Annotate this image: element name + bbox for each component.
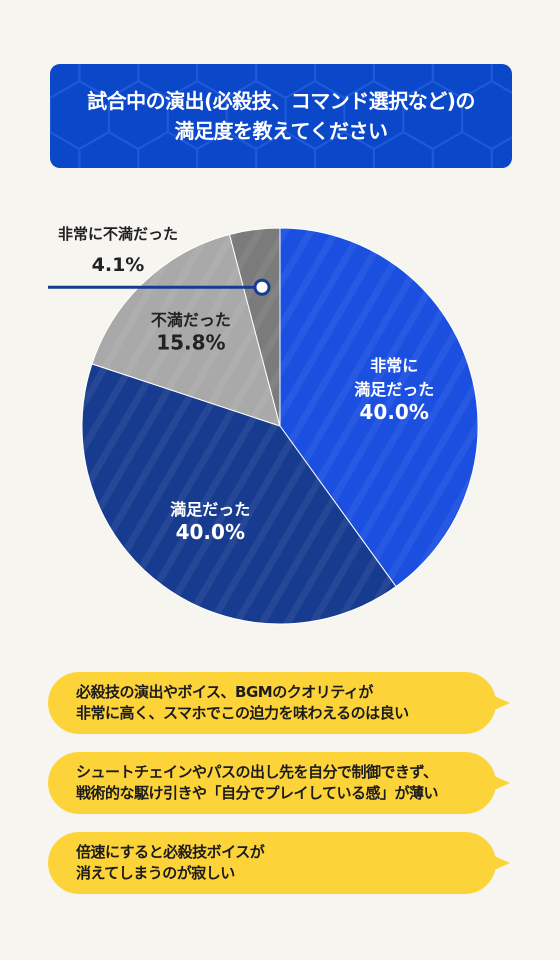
comment-bubble-1: 必殺技の演出やボイス、BGMのクオリティが 非常に高く、スマホでこの迫力を味わえ… <box>48 672 510 734</box>
comment-2-line-1: シュートチェインやパスの出し先を自分で制御できず、 <box>76 763 438 781</box>
comment-bubble-2: シュートチェインやパスの出し先を自分で制御できず、 戦術的な駆け引きや「自分でプ… <box>48 752 510 814</box>
chart-title: 試合中の演出(必殺技、コマンド選択など)の 満足度を教えてください <box>50 86 512 146</box>
pie-chart: 非常に満足だった40.0%満足だった40.0%不満だった15.8%非常に不満だっ… <box>48 225 479 625</box>
slice-2-value: 40.0% <box>176 520 245 544</box>
comment-3-line-2: 消えてしまうのが寂しい <box>76 864 235 882</box>
pie-slice-texture-2 <box>81 363 396 625</box>
slice-3-value: 15.8% <box>156 330 225 354</box>
pie-slice-texture-1 <box>280 228 479 587</box>
comment-2-line-2: 戦術的な駆け引きや「自分でプレイしている感」が薄い <box>76 784 439 802</box>
comment-1-line-1: 必殺技の演出やボイス、BGMのクオリティが <box>76 683 373 701</box>
callout-dot <box>253 278 271 296</box>
pie-slice-texture-4 <box>229 227 280 426</box>
slice-1-label: 非常に <box>370 356 418 375</box>
slice-3-label: 不満だった <box>151 310 231 329</box>
comment-3-line-1: 倍速にすると必殺技ボイスが <box>76 843 265 861</box>
slice-1-label: 満足だった <box>354 380 434 399</box>
slice-1-value: 40.0% <box>360 400 429 424</box>
slice-4-label: 非常に不満だった <box>58 225 178 243</box>
hexagon-pattern <box>50 64 512 168</box>
comment-1-line-2: 非常に高く、スマホでこの迫力を味わえるのは良い <box>76 704 409 722</box>
title-line-2: 満足度を教えてください <box>174 119 388 143</box>
title-banner: 試合中の演出(必殺技、コマンド選択など)の 満足度を教えてください <box>50 64 512 168</box>
slice-2-label: 満足だった <box>170 500 250 519</box>
slice-4-value: 4.1% <box>92 254 145 276</box>
pie-slice-texture-3 <box>92 234 280 426</box>
title-line-1: 試合中の演出(必殺技、コマンド選択など)の <box>87 89 475 113</box>
comment-bubble-3: 倍速にすると必殺技ボイスが 消えてしまうのが寂しい <box>48 832 510 894</box>
